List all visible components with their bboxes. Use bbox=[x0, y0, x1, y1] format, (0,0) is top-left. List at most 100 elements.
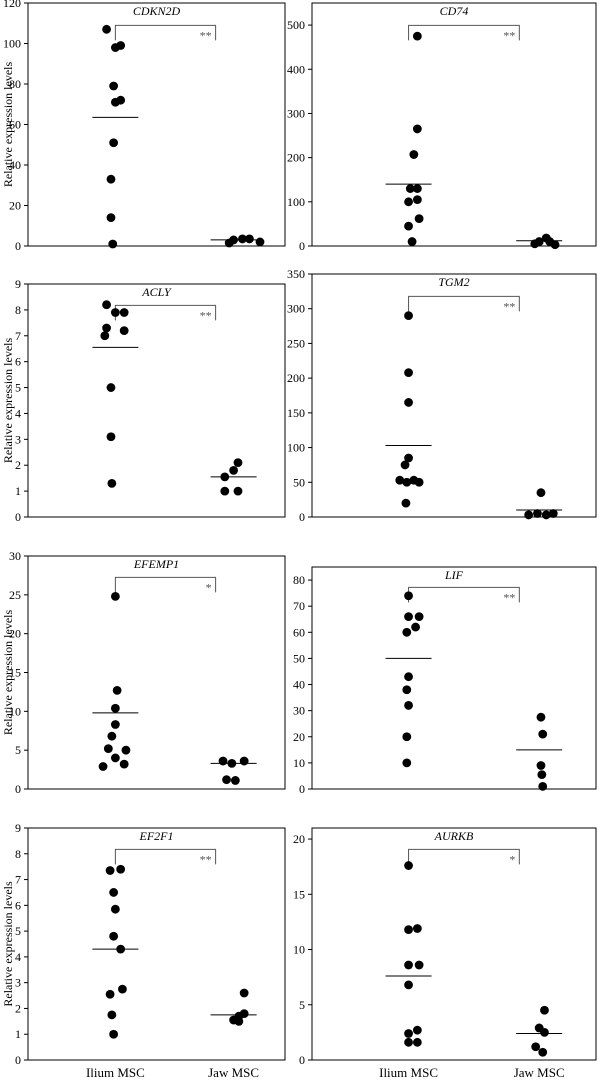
significance-label: ** bbox=[503, 299, 515, 313]
data-point bbox=[404, 861, 413, 870]
data-point bbox=[105, 989, 115, 999]
data-point bbox=[533, 509, 542, 518]
y-tick-label: 1 bbox=[15, 1027, 21, 1041]
data-point bbox=[414, 612, 424, 622]
data-point bbox=[110, 308, 120, 317]
y-tick-label: 4 bbox=[15, 950, 21, 964]
data-point bbox=[404, 925, 413, 935]
data-point bbox=[401, 498, 411, 508]
data-point bbox=[407, 237, 417, 246]
y-axis-label: Relative expression levels bbox=[1, 338, 15, 464]
data-point bbox=[404, 1029, 413, 1038]
panel-title: ACLY bbox=[141, 285, 172, 299]
y-tick-label: 9 bbox=[15, 277, 21, 291]
significance-bracket bbox=[114, 576, 217, 593]
data-point bbox=[119, 326, 129, 335]
y-tick-label: 200 bbox=[287, 371, 305, 385]
data-point bbox=[538, 1047, 548, 1057]
data-point bbox=[121, 745, 131, 755]
plot-frame bbox=[27, 2, 286, 247]
y-tick-label: 8 bbox=[15, 303, 21, 317]
significance-label: ** bbox=[200, 852, 212, 866]
data-point bbox=[102, 323, 111, 333]
data-point bbox=[404, 1037, 413, 1047]
data-point bbox=[409, 150, 419, 159]
y-tick-label: 80 bbox=[9, 77, 21, 91]
data-point bbox=[218, 756, 228, 766]
data-point bbox=[404, 980, 413, 990]
y-tick-label: 300 bbox=[287, 302, 305, 316]
data-point bbox=[116, 864, 126, 874]
plot-frame bbox=[27, 555, 286, 790]
data-point bbox=[404, 221, 413, 231]
y-tick-label: 40 bbox=[293, 678, 305, 692]
x-category-label: Jaw MSC bbox=[208, 1065, 259, 1080]
y-tick-label: 0 bbox=[15, 510, 21, 524]
data-point bbox=[538, 729, 548, 739]
plot-frame bbox=[311, 827, 597, 1061]
data-point bbox=[534, 237, 544, 246]
data-point bbox=[119, 759, 129, 769]
y-tick-label: 25 bbox=[9, 588, 21, 602]
data-point bbox=[109, 1029, 119, 1039]
data-point bbox=[110, 97, 120, 107]
y-tick-label: 0 bbox=[299, 782, 305, 796]
data-point bbox=[404, 197, 413, 207]
y-tick-label: 5 bbox=[15, 743, 21, 757]
significance-label: * bbox=[509, 852, 515, 866]
panel-ef2f1: EF2F1 0 1 2 3 4 5 6 7 8 9 Relative expression level… bbox=[1, 821, 286, 1080]
data-point bbox=[255, 237, 265, 247]
panel-aurkb: AURKB 0 5 10 15 20 * Ilium MSC Jaw MSC bbox=[293, 827, 597, 1080]
data-point bbox=[109, 931, 119, 941]
significance-bracket bbox=[114, 848, 217, 865]
data-point bbox=[404, 960, 413, 970]
y-tick-label: 200 bbox=[287, 151, 305, 165]
significance-label: * bbox=[206, 580, 212, 594]
y-tick-label: 60 bbox=[293, 625, 305, 639]
data-point bbox=[412, 924, 422, 933]
panel-acly: ACLY 0 1 2 3 4 5 6 7 8 9 Relative expression levels… bbox=[1, 277, 286, 524]
data-point bbox=[110, 753, 120, 763]
data-point bbox=[536, 712, 546, 722]
data-point bbox=[239, 756, 249, 766]
data-point bbox=[233, 486, 243, 496]
y-tick-label: 120 bbox=[3, 0, 21, 10]
y-tick-label: 0 bbox=[299, 239, 305, 253]
data-point bbox=[108, 239, 118, 249]
y-tick-label: 10 bbox=[293, 756, 305, 770]
y-tick-label: 2 bbox=[15, 1001, 21, 1015]
y-tick-label: 150 bbox=[287, 406, 305, 420]
x-category-label: Ilium MSC bbox=[86, 1065, 145, 1080]
data-point bbox=[402, 477, 412, 487]
y-tick-label: 1 bbox=[15, 484, 21, 498]
y-tick-label: 10 bbox=[293, 943, 305, 957]
data-point bbox=[245, 234, 254, 244]
data-point bbox=[404, 612, 413, 622]
significance-bracket bbox=[408, 295, 520, 312]
y-tick-label: 4 bbox=[15, 406, 21, 420]
y-tick-label: 6 bbox=[15, 355, 21, 369]
y-tick-label: 10 bbox=[9, 704, 21, 718]
panel-tgm2: TGM2 0 50 100 150 200 250 300 350 ** bbox=[287, 267, 597, 524]
data-point bbox=[412, 124, 422, 134]
plot-frame bbox=[27, 283, 286, 518]
y-tick-label: 5 bbox=[299, 998, 305, 1012]
y-tick-label: 2 bbox=[15, 458, 21, 472]
y-tick-label: 50 bbox=[293, 475, 305, 489]
data-point bbox=[541, 510, 551, 520]
data-point bbox=[107, 478, 117, 488]
data-point bbox=[110, 591, 120, 601]
data-point bbox=[106, 174, 116, 184]
y-tick-label: 0 bbox=[15, 1053, 21, 1067]
significance-label: ** bbox=[503, 590, 515, 604]
data-point bbox=[412, 195, 422, 205]
data-point bbox=[110, 904, 120, 914]
data-point bbox=[405, 184, 415, 193]
data-point bbox=[119, 308, 129, 317]
data-point bbox=[524, 510, 534, 520]
data-point bbox=[110, 703, 120, 713]
y-tick-label: 20 bbox=[293, 730, 305, 744]
y-tick-label: 7 bbox=[15, 873, 21, 887]
x-category-label: Ilium MSC bbox=[379, 1065, 438, 1080]
y-axis-label: Relative expression levels bbox=[1, 62, 15, 188]
